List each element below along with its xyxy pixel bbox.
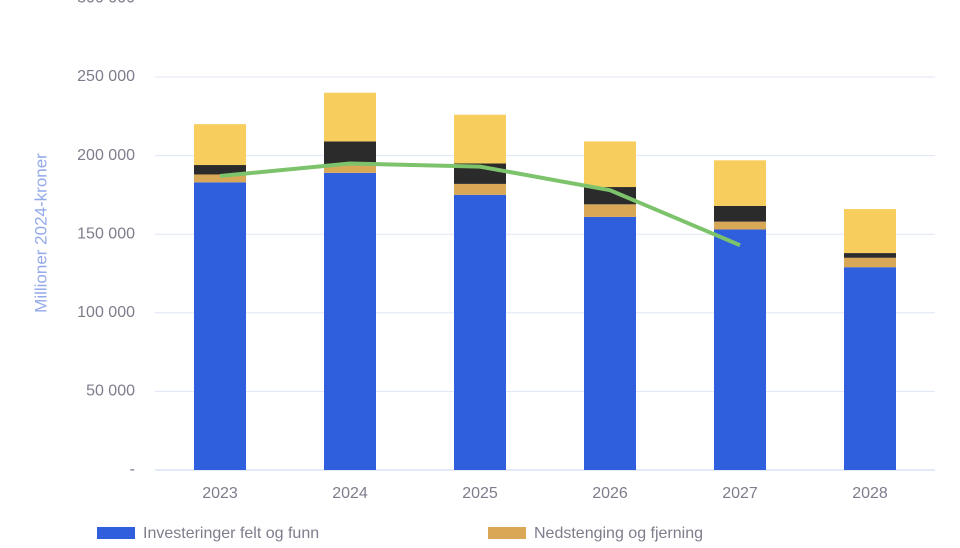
bar-segment: [844, 267, 896, 470]
bar-segment: [324, 172, 376, 470]
bar-segment: [584, 187, 636, 205]
x-tick-label: 2027: [722, 485, 758, 502]
y-tick-label: 50 000: [86, 383, 135, 400]
bar-segment: [454, 194, 506, 470]
y-axis-title: Millioner 2024-kroner: [31, 153, 50, 313]
legend-swatch: [97, 527, 135, 539]
legend-label: Nedstenging og fjerning: [534, 525, 703, 542]
bar-segment: [454, 114, 506, 164]
x-tick-label: 2028: [852, 485, 888, 502]
bar-segment: [584, 204, 636, 217]
bar-segment: [714, 205, 766, 222]
bar-segment: [844, 253, 896, 258]
x-tick-label: 2026: [592, 485, 628, 502]
bar-segment: [454, 183, 506, 195]
bar-segment: [194, 124, 246, 166]
x-tick-label: 2024: [332, 485, 368, 502]
bar-segment: [324, 92, 376, 142]
bar-segment: [584, 216, 636, 470]
bar-segment: [844, 257, 896, 268]
y-tick-label: 250 000: [77, 68, 135, 85]
y-tick-label: -: [130, 461, 135, 478]
x-tick-label: 2025: [462, 485, 498, 502]
bar-segment: [584, 141, 636, 188]
y-tick-label: 200 000: [77, 147, 135, 164]
bar-segment: [194, 174, 246, 183]
bar-segment: [844, 209, 896, 254]
legend-swatch: [488, 527, 526, 539]
x-tick-label: 2023: [202, 485, 238, 502]
bar-segment: [714, 221, 766, 230]
bar-segment: [324, 165, 376, 173]
bar-segment: [194, 182, 246, 470]
bar-segment: [194, 165, 246, 175]
y-tick-label: 300 000: [77, 0, 135, 7]
legend-label: Investeringer felt og funn: [143, 525, 319, 542]
y-tick-label: 150 000: [77, 225, 135, 242]
bar-segment: [324, 141, 376, 166]
bar-segment: [714, 160, 766, 206]
line: [219, 161, 741, 248]
y-tick-label: 100 000: [77, 304, 135, 321]
bar-segment: [714, 229, 766, 470]
